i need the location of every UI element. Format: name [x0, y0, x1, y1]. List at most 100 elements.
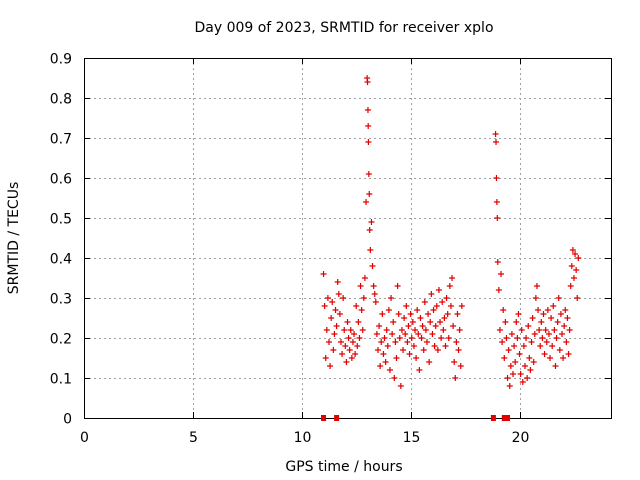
- data-point: [324, 295, 331, 301]
- data-point: [520, 343, 527, 349]
- data-point: [364, 107, 371, 113]
- data-point: [528, 339, 535, 345]
- data-point: [346, 347, 353, 353]
- data-point: [327, 363, 334, 369]
- data-point: [342, 343, 349, 349]
- data-point: [353, 303, 360, 309]
- y-axis-label: SRMTID / TECUs: [6, 182, 22, 295]
- data-point: [335, 291, 342, 297]
- data-point: [456, 327, 463, 333]
- data-point: [572, 251, 579, 257]
- data-point: [439, 299, 446, 305]
- data-point: [407, 311, 414, 317]
- data-point: [567, 283, 574, 289]
- data-point: [549, 343, 556, 349]
- x-tick-label: 15: [403, 430, 421, 446]
- data-point: [400, 347, 407, 353]
- data-point: [498, 271, 505, 277]
- data-point: [575, 255, 582, 261]
- data-point: [496, 327, 503, 333]
- data-point: [383, 327, 390, 333]
- data-point: [492, 131, 499, 137]
- data-point: [417, 315, 424, 321]
- data-point: [438, 335, 445, 341]
- data-point: [354, 343, 361, 349]
- data-point: [332, 307, 339, 313]
- data-point: [559, 331, 566, 337]
- data-point: [529, 315, 536, 321]
- data-point: [458, 303, 465, 309]
- data-point: [551, 327, 558, 333]
- data-point: [322, 355, 329, 361]
- data-point: [523, 335, 530, 341]
- data-point: [321, 303, 328, 309]
- x-axis-label: GPS time / hours: [285, 459, 402, 475]
- data-point: [512, 359, 519, 365]
- data-point: [408, 335, 415, 341]
- data-point: [503, 335, 510, 341]
- data-point: [413, 355, 420, 361]
- data-point: [379, 311, 386, 317]
- data-point: [493, 175, 500, 181]
- data-point: [450, 323, 457, 329]
- data-point: [396, 335, 403, 341]
- gap-marker: [490, 415, 496, 421]
- data-point: [372, 299, 379, 305]
- data-point: [359, 327, 366, 333]
- data-point: [371, 291, 378, 297]
- data-point: [570, 275, 577, 281]
- data-point: [329, 299, 336, 305]
- data-point: [337, 339, 344, 345]
- data-point: [435, 287, 442, 293]
- data-point: [377, 363, 384, 369]
- data-point: [392, 339, 399, 345]
- data-point: [566, 327, 573, 333]
- data-point: [493, 199, 500, 205]
- data-point: [414, 307, 421, 313]
- data-point: [516, 351, 523, 357]
- data-point: [403, 303, 410, 309]
- data-point: [452, 375, 459, 381]
- gap-marker: [321, 415, 327, 421]
- data-point: [341, 327, 348, 333]
- data-point: [395, 311, 402, 317]
- data-point: [517, 371, 524, 377]
- gap-marker: [501, 415, 507, 421]
- gap-marker: [334, 415, 340, 421]
- data-point: [513, 319, 520, 325]
- data-point: [533, 283, 540, 289]
- data-point: [440, 327, 447, 333]
- data-point: [339, 351, 346, 357]
- data-point: [535, 307, 542, 313]
- data-point: [422, 327, 429, 333]
- data-point: [336, 311, 343, 317]
- data-point: [565, 351, 572, 357]
- data-point: [527, 367, 534, 373]
- grid-lines: [84, 58, 611, 418]
- data-point: [388, 295, 395, 301]
- data-point: [500, 307, 507, 313]
- data-point: [553, 335, 560, 341]
- data-point: [541, 351, 548, 357]
- data-point: [415, 331, 422, 337]
- data-point: [376, 323, 383, 329]
- data-point: [510, 371, 517, 377]
- y-tick-label: 0.1: [50, 372, 72, 388]
- data-point: [550, 303, 557, 309]
- data-point: [562, 307, 569, 313]
- data-point: [425, 311, 432, 317]
- data-point: [385, 307, 392, 313]
- data-point: [416, 367, 423, 373]
- data-point: [552, 363, 559, 369]
- data-point: [561, 323, 568, 329]
- data-point: [340, 295, 347, 301]
- data-point: [548, 315, 555, 321]
- data-point: [540, 311, 547, 317]
- data-point: [432, 323, 439, 329]
- data-point: [393, 355, 400, 361]
- data-point: [502, 319, 509, 325]
- data-point: [538, 319, 545, 325]
- data-point: [401, 315, 408, 321]
- data-point: [554, 319, 561, 325]
